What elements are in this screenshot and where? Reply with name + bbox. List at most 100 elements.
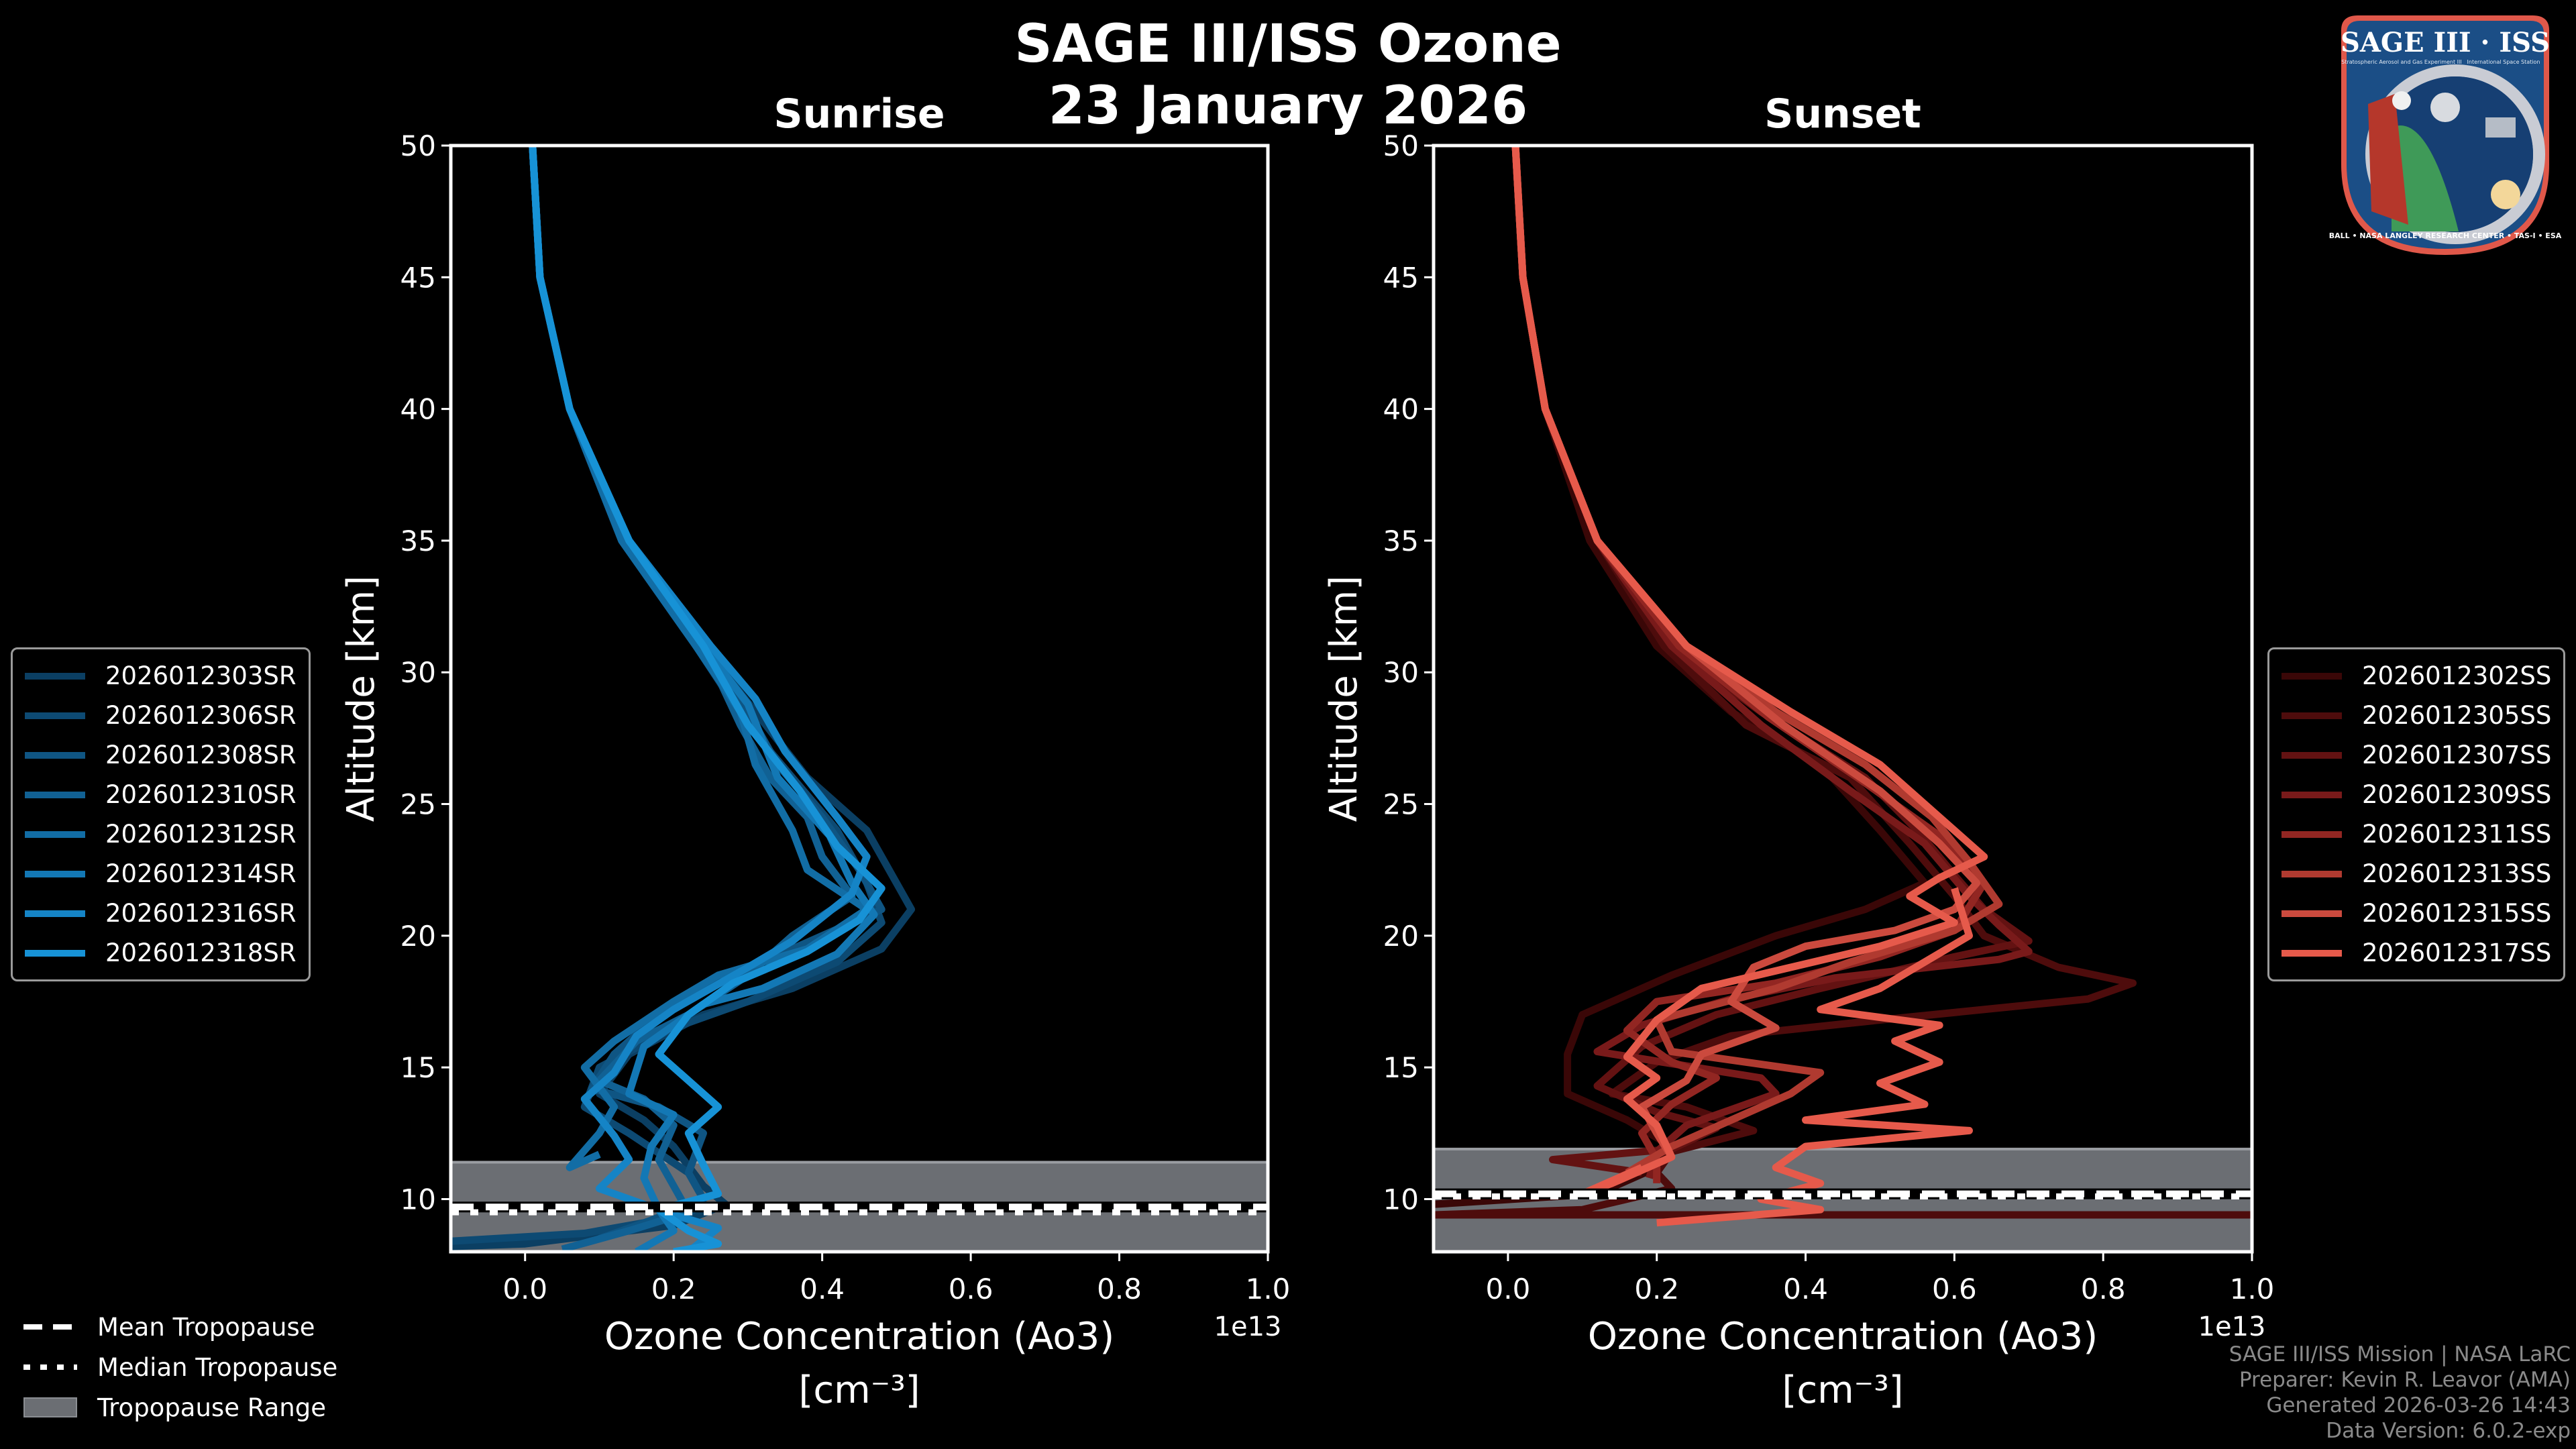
legend-line-swatch-icon	[2282, 791, 2342, 798]
legend-line-swatch-icon	[25, 910, 85, 917]
series-line-2026012306SR	[451, 146, 885, 1245]
y-tick-label: 30	[400, 656, 436, 689]
legend-item-2026012303SR: 2026012303SR	[25, 656, 297, 696]
legend-item-2026012302SS: 2026012302SS	[2282, 656, 2551, 696]
legend-label: Mean Tropopause	[97, 1312, 315, 1342]
series-line-2026012305SS	[1434, 146, 2252, 1219]
legend-item-2026012317SS: 2026012317SS	[2282, 933, 2551, 973]
sunrise-axes-frame	[449, 144, 1270, 1254]
gray-band-icon	[23, 1397, 77, 1417]
x-tick-label: 0.6	[949, 1273, 994, 1305]
y-tick-label: 45	[1383, 261, 1419, 294]
logo-title: SAGE III · ISS	[2341, 27, 2550, 58]
y-tick-label: 15	[1383, 1051, 1419, 1084]
sunset-plot-area	[1434, 146, 2252, 1252]
sunset-x-axis-label: Ozone Concentration (Ao3)	[1588, 1315, 2098, 1358]
wizard-icon	[2368, 94, 2408, 225]
sage-iii-iss-mission-patch-logo: SAGE III · ISS Stratospheric Aerosol and…	[2329, 15, 2562, 255]
legend-label: 2026012309SS	[2362, 780, 2552, 809]
y-tick-label: 10	[400, 1183, 436, 1216]
earth-icon	[2392, 125, 2459, 231]
figure-title-line1: SAGE III/ISS Ozone	[1014, 14, 1562, 74]
legend-item-2026012310SR: 2026012310SR	[25, 775, 297, 814]
series-line-2026012311SS	[1511, 146, 1988, 1183]
legend-line-swatch-icon	[2282, 672, 2342, 680]
legend-item-2026012305SS: 2026012305SS	[2282, 696, 2551, 735]
legend-item-2026012313SS: 2026012313SS	[2282, 854, 2551, 894]
legend-line-swatch-icon	[25, 712, 85, 719]
credits-mission: SAGE III/ISS Mission | NASA LaRC	[2229, 1342, 2571, 1366]
sunset-x-axis-units: [cm⁻³]	[1782, 1368, 1903, 1412]
series-line-2026012307SS	[1511, 146, 2033, 1177]
x-tick-label: 0.0	[502, 1273, 547, 1305]
x-tick-label: 0.0	[1486, 1273, 1531, 1305]
x-tick-label: 1.0	[2230, 1273, 2275, 1305]
moon-icon	[2430, 93, 2460, 122]
sunset-tropopause-range-band	[1434, 1148, 2252, 1252]
credits-preparer: Preparer: Kevin R. Leavor (AMA)	[2239, 1368, 2571, 1392]
x-tick-label: 0.8	[1097, 1273, 1142, 1305]
sunrise-y-axis-label: Altitude [km]	[339, 576, 383, 822]
sunrise-plot-area	[451, 146, 1268, 1252]
legend-item-2026012315SS: 2026012315SS	[2282, 894, 2551, 933]
legend-label: 2026012305SS	[2362, 701, 2552, 730]
legend-line-swatch-icon	[25, 672, 85, 680]
legend-label: 2026012307SS	[2362, 741, 2552, 769]
sunrise-subplot-title: Sunrise	[773, 91, 945, 138]
space-station-icon	[2485, 117, 2516, 138]
sunrise-x-axis-label: Ozone Concentration (Ao3)	[604, 1315, 1114, 1358]
legend-label: 2026012302SS	[2362, 661, 2552, 690]
y-tick-label: 30	[1383, 656, 1419, 689]
sunset-axes-frame	[1432, 144, 2254, 1254]
y-tick-label: 20	[1383, 920, 1419, 953]
legend-label: 2026012303SR	[105, 661, 297, 690]
y-tick-label: 50	[400, 129, 436, 162]
x-tick-label: 0.4	[1783, 1273, 1828, 1305]
legend-label: 2026012313SS	[2362, 859, 2552, 888]
legend-label: 2026012316SR	[105, 899, 297, 928]
legend-item-2026012312SR: 2026012312SR	[25, 814, 297, 854]
figure-title: SAGE III/ISS Ozone 23 January 2026	[0, 13, 2576, 137]
legend-item-tropopause-range: Tropopause Range	[23, 1387, 337, 1428]
sun-icon	[2491, 180, 2520, 209]
x-tick-label: 1.0	[1246, 1273, 1291, 1305]
legend-label: 2026012306SR	[105, 701, 297, 730]
y-tick-label: 10	[1383, 1183, 1419, 1216]
sunset-y-axis-label: Altitude [km]	[1322, 576, 1366, 822]
credits-footer: SAGE III/ISS Mission | NASA LaRC Prepare…	[2229, 1342, 2571, 1444]
credits-data-version: Data Version: 6.0.2-exp	[2326, 1419, 2571, 1443]
legend-label: 2026012315SS	[2362, 899, 2552, 928]
tropopause-legend: Mean Tropopause Median Tropopause Tropop…	[23, 1307, 337, 1428]
legend-item-2026012311SS: 2026012311SS	[2282, 814, 2551, 854]
legend-label: 2026012314SR	[105, 859, 297, 888]
series-line-2026012302SS	[1434, 146, 1929, 1208]
legend-line-swatch-icon	[2282, 751, 2342, 759]
legend-item-2026012307SS: 2026012307SS	[2282, 735, 2551, 775]
y-tick-label: 45	[400, 261, 436, 294]
x-tick-label: 0.4	[800, 1273, 845, 1305]
legend-line-swatch-icon	[2282, 870, 2342, 877]
x-tick-label: 0.6	[1932, 1273, 1977, 1305]
logo-subtitle-right: International Space Station	[2467, 59, 2540, 65]
figure-title-line2: 23 January 2026	[1048, 76, 1528, 136]
y-tick-label: 20	[400, 920, 436, 953]
x-tick-label: 0.8	[2081, 1273, 2126, 1305]
sunrise-x-offset-label: 1e13	[1214, 1311, 1282, 1342]
legend-item-2026012318SR: 2026012318SR	[25, 933, 297, 973]
y-tick-label: 15	[400, 1051, 436, 1084]
legend-line-swatch-icon	[25, 830, 85, 838]
legend-label: 2026012318SR	[105, 938, 297, 967]
sunset-subplot-title: Sunset	[1764, 91, 1921, 138]
legend-line-swatch-icon	[2282, 949, 2342, 957]
legend-line-swatch-icon	[25, 870, 85, 877]
y-tick-label: 40	[400, 393, 436, 426]
legend-line-swatch-icon	[25, 751, 85, 759]
y-tick-label: 35	[1383, 525, 1419, 557]
logo-ring-text: BALL • NASA LANGLEY RESEARCH CENTER • TA…	[2329, 231, 2562, 240]
legend-label: Tropopause Range	[97, 1393, 327, 1422]
y-tick-label: 50	[1383, 129, 1419, 162]
legend-item-mean-tropopause: Mean Tropopause	[23, 1307, 337, 1347]
series-line-2026012318SR	[529, 146, 885, 1252]
legend-item-2026012309SS: 2026012309SS	[2282, 775, 2551, 814]
sunrise-legend: 2026012303SR 2026012306SR 2026012308SR 2026…	[11, 647, 311, 981]
